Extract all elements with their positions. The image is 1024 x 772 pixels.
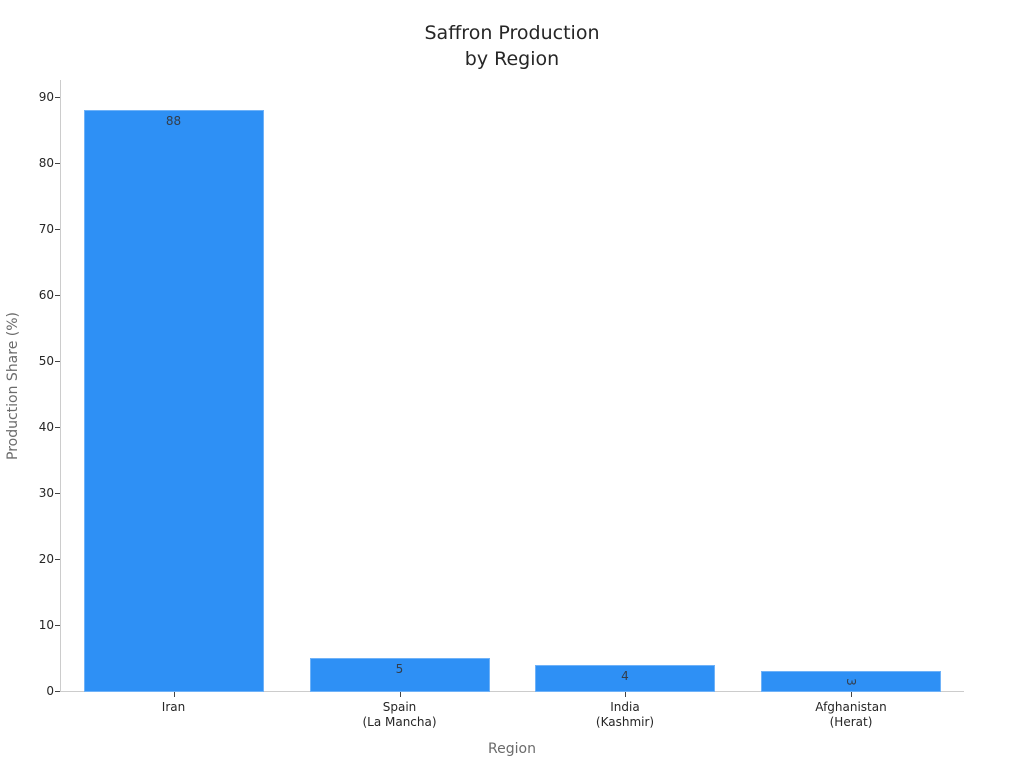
y-tick-label: 30 bbox=[38, 486, 54, 500]
y-tick-mark bbox=[55, 493, 60, 494]
x-tick-label: India (Kashmir) bbox=[595, 700, 655, 729]
chart-title-line-2: by Region bbox=[464, 48, 560, 70]
y-tick-mark bbox=[55, 427, 60, 428]
bar-value-label: 4 bbox=[621, 668, 629, 683]
y-tick-mark bbox=[55, 691, 60, 692]
x-axis-line bbox=[60, 691, 964, 692]
y-tick-label: 20 bbox=[38, 552, 54, 566]
y-tick-mark bbox=[55, 361, 60, 362]
x-tick-label: Afghanistan (Herat) bbox=[815, 700, 887, 729]
x-tick-mark bbox=[400, 692, 401, 697]
x-tick-mark bbox=[851, 692, 852, 697]
bar-value-label: 88 bbox=[165, 114, 182, 129]
bar-iran bbox=[83, 110, 264, 692]
y-axis-title: Production Share (%) bbox=[5, 311, 21, 461]
y-tick-mark bbox=[55, 229, 60, 230]
x-tick-mark bbox=[174, 692, 175, 697]
y-tick-label: 50 bbox=[38, 354, 54, 368]
bar-spain-la-mancha bbox=[309, 658, 490, 692]
bar-india-kashmir bbox=[535, 664, 715, 692]
y-tick-mark bbox=[55, 559, 60, 560]
y-tick-label: 60 bbox=[38, 288, 54, 302]
y-tick-mark bbox=[55, 97, 60, 98]
x-axis-title: Region bbox=[488, 741, 536, 757]
chart-title: Saffron Production by Region bbox=[0, 20, 1024, 72]
bar-afghanistan-herat bbox=[761, 671, 941, 692]
y-tick-mark bbox=[55, 625, 60, 626]
x-tick-label: Iran bbox=[161, 700, 186, 714]
y-tick-label: 80 bbox=[38, 156, 54, 170]
y-tick-label: 90 bbox=[38, 90, 54, 104]
y-axis-line bbox=[60, 80, 61, 692]
y-tick-mark bbox=[55, 295, 60, 296]
y-tick-label: 10 bbox=[38, 618, 54, 632]
x-tick-label: Spain (La Mancha) bbox=[362, 700, 437, 729]
chart-title-line-1: Saffron Production bbox=[424, 22, 600, 44]
x-tick-mark bbox=[625, 692, 626, 697]
y-tick-label: 0 bbox=[46, 684, 54, 698]
bar-value-label: 5 bbox=[395, 662, 404, 676]
y-tick-label: 40 bbox=[38, 420, 54, 434]
y-tick-mark bbox=[55, 163, 60, 164]
y-tick-label: 70 bbox=[38, 222, 54, 236]
